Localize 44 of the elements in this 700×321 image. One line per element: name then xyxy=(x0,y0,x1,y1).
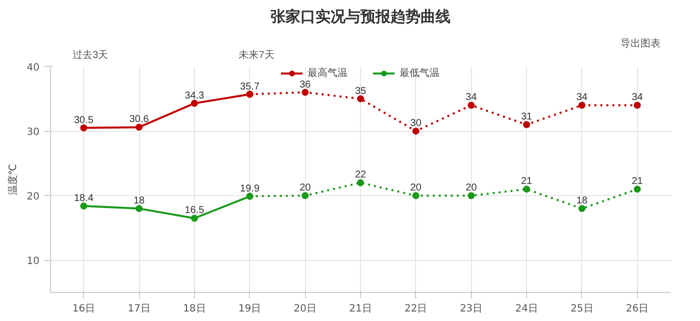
data-label: 35.7 xyxy=(240,81,260,92)
data-label: 18 xyxy=(576,196,588,207)
data-label: 16.5 xyxy=(184,205,205,216)
y-tick-label: 20 xyxy=(26,192,40,203)
y-axis-title: 温度℃ xyxy=(6,164,19,196)
text: 导出图表 xyxy=(620,38,661,50)
text: 未来7天 xyxy=(238,48,274,61)
x-tick-label: 17日 xyxy=(128,304,150,314)
x-tick-label: 26日 xyxy=(626,304,649,314)
data-label: 19.9 xyxy=(240,183,260,194)
x-tick-label: 19日 xyxy=(238,304,262,314)
y-tick-label: 10 xyxy=(26,256,40,268)
data-label: 21 xyxy=(632,176,644,188)
x-tick-label: 16日 xyxy=(72,304,96,314)
legend-label: 最低气温 xyxy=(400,67,440,80)
data-label: 30 xyxy=(410,118,422,130)
data-label: 31 xyxy=(521,112,533,123)
data-label: 35 xyxy=(354,86,366,97)
data-label: 22 xyxy=(354,170,366,181)
chart-title: 张家口实况与预报趋势曲线 xyxy=(270,8,450,26)
x-tick-label: 21日 xyxy=(349,304,372,314)
x-tick-label: 20日 xyxy=(294,304,317,314)
x-tick-label: 24日 xyxy=(515,304,538,314)
data-label: 34 xyxy=(576,92,588,104)
data-label: 18.4 xyxy=(74,192,94,204)
y-tick-label: 30 xyxy=(26,127,40,138)
legend-label: 最高气温 xyxy=(308,66,348,80)
data-label: 34.3 xyxy=(184,90,205,102)
data-label: 34 xyxy=(632,92,644,104)
y-tick-label: 40 xyxy=(26,62,40,74)
data-label: 36 xyxy=(300,79,312,90)
x-tick-label: 18日 xyxy=(183,304,206,314)
data-label: 21 xyxy=(521,176,533,188)
text: 过去3天 xyxy=(72,48,108,61)
x-tick-label: 23日 xyxy=(460,304,483,314)
data-label: 18 xyxy=(134,196,146,207)
data-label: 30.5 xyxy=(74,114,94,126)
data-label: 20 xyxy=(410,182,422,194)
data-label: 30.6 xyxy=(129,114,150,126)
data-label: 34 xyxy=(466,92,478,104)
x-tick-label: 22日 xyxy=(404,304,428,314)
data-label: 20 xyxy=(300,182,312,194)
data-label: 20 xyxy=(466,182,478,194)
x-tick-label: 25日 xyxy=(570,304,594,314)
